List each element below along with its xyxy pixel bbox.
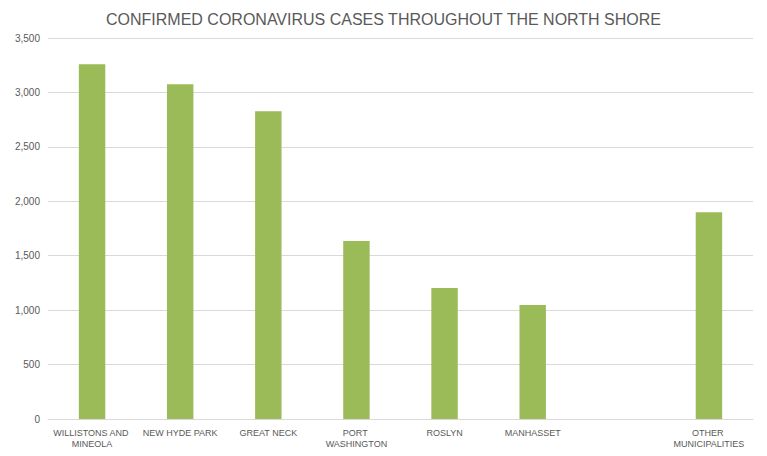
svg-text:0: 0 (34, 414, 40, 425)
svg-text:WILLISTONS AND: WILLISTONS AND (53, 428, 131, 438)
svg-text:1,000: 1,000 (15, 305, 40, 316)
svg-text:3,000: 3,000 (15, 87, 40, 98)
svg-text:WASHINGTON: WASHINGTON (326, 439, 388, 449)
svg-text:MUNICIPALITIES: MUNICIPALITIES (674, 439, 745, 449)
svg-text:OTHER: OTHER (692, 428, 726, 438)
svg-text:ROSLYN: ROSLYN (426, 428, 462, 438)
svg-text:PORT: PORT (343, 428, 370, 438)
svg-text:MINEOLA: MINEOLA (72, 439, 113, 449)
svg-text:CONFIRMED CORONAVIRUS CASES TH: CONFIRMED CORONAVIRUS CASES THROUGHOUT T… (106, 11, 661, 28)
svg-text:NEW HYDE PARK: NEW HYDE PARK (143, 428, 218, 438)
svg-text:2,000: 2,000 (15, 196, 40, 207)
svg-text:GREAT NECK: GREAT NECK (239, 428, 297, 438)
svg-text:MANHASSET: MANHASSET (505, 428, 562, 438)
svg-text:1,500: 1,500 (15, 250, 40, 261)
svg-text:2,500: 2,500 (15, 141, 40, 152)
svg-text:3,500: 3,500 (15, 33, 40, 44)
svg-text:500: 500 (23, 359, 40, 370)
